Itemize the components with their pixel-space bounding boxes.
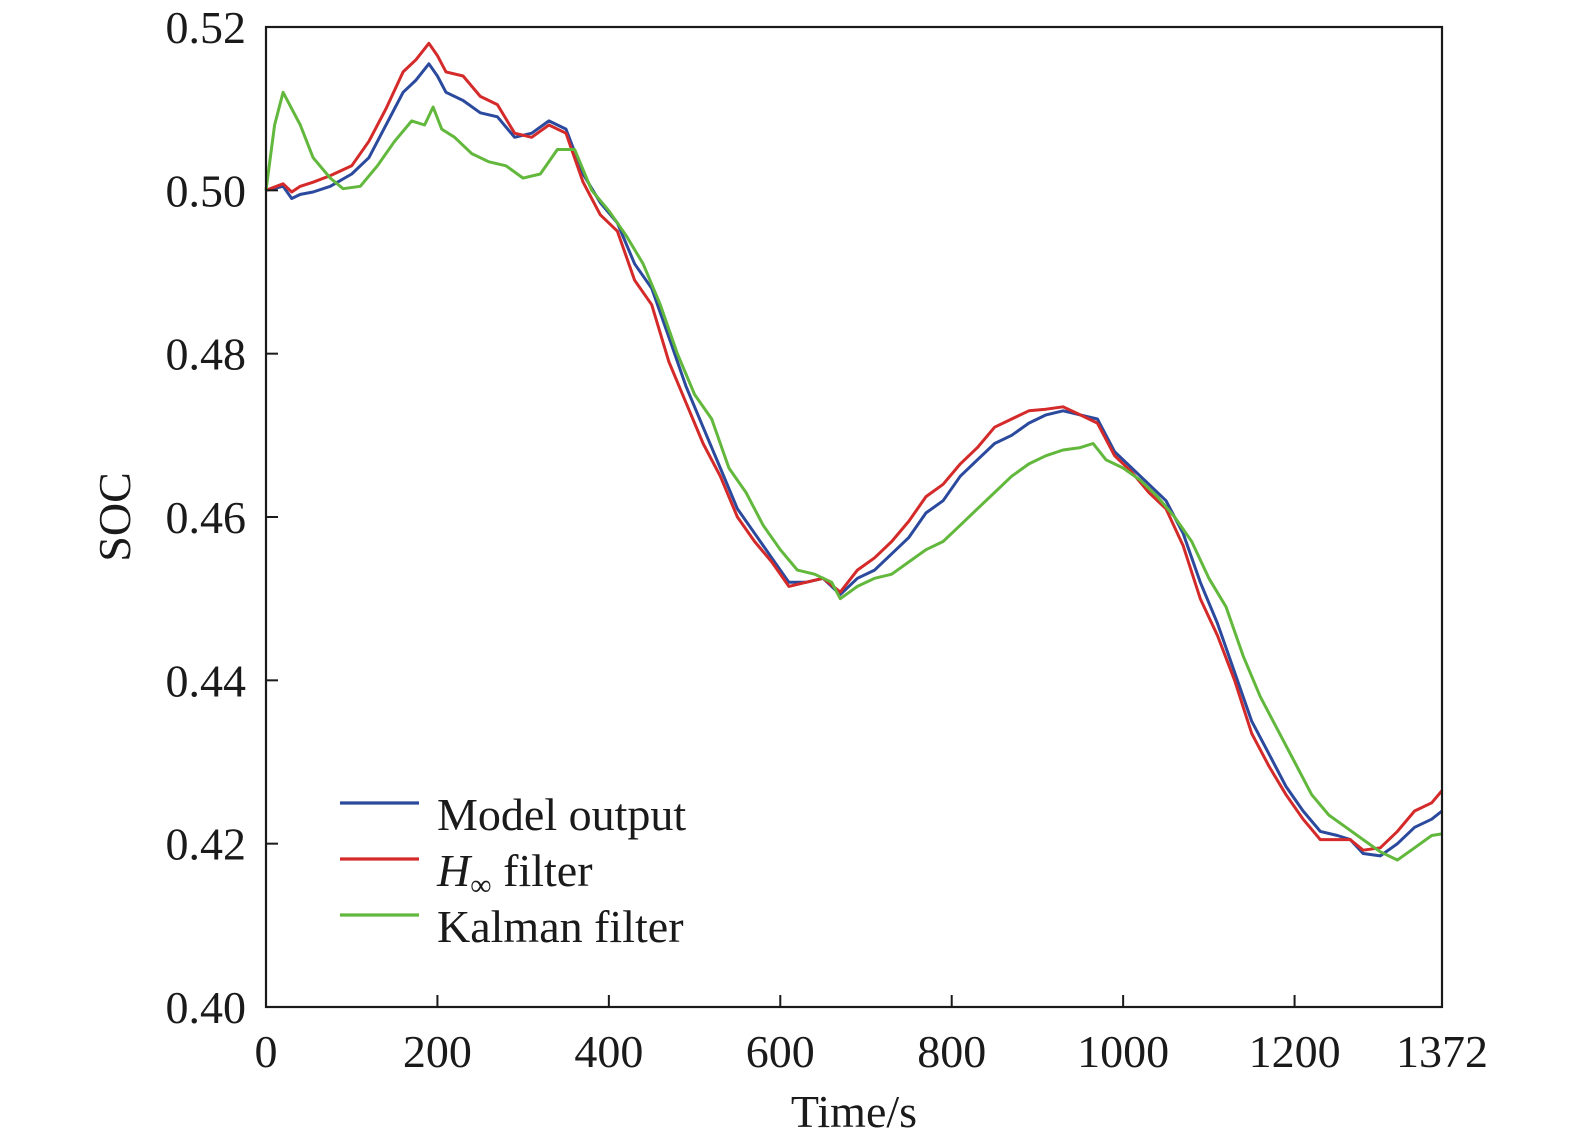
x-tick-label: 0 (255, 1026, 278, 1077)
y-tick-label: 0.42 (166, 819, 247, 870)
y-axis-label: SOC (89, 472, 140, 561)
y-tick-label: 0.40 (166, 982, 247, 1033)
legend-label-model-output: Model output (437, 789, 686, 840)
x-tick-label: 1000 (1077, 1026, 1169, 1077)
x-tick-label: 1372 (1396, 1026, 1488, 1077)
x-tick-label: 800 (917, 1026, 986, 1077)
x-tick-label: 200 (403, 1026, 472, 1077)
series-line-kalman-filter (264, 90, 1443, 862)
y-tick-label: 0.46 (166, 492, 247, 543)
legend-label-kalman-filter: Kalman filter (437, 901, 684, 952)
x-tick-label: 400 (574, 1026, 643, 1077)
y-tick-label: 0.48 (166, 329, 247, 380)
legend-label-h-infinity-filter: H∞ filter (436, 845, 593, 902)
series-line-model-output (265, 62, 1443, 858)
x-axis-label: Time/s (791, 1086, 917, 1137)
y-tick-label: 0.44 (166, 655, 247, 706)
legend: Model output H∞ filter Kalman filter (340, 789, 686, 952)
y-tick-label: 0.52 (166, 2, 247, 53)
x-tick-label: 1200 (1249, 1026, 1341, 1077)
x-tick-label: 600 (746, 1026, 815, 1077)
series-layer (264, 41, 1444, 862)
y-tick-label: 0.50 (166, 165, 247, 216)
tick-layer: 0 200 400 600 800 1000 1200 1372 0.40 0.42 0.44 0.4… (166, 2, 1489, 1077)
series-line-h-filter (265, 41, 1444, 852)
